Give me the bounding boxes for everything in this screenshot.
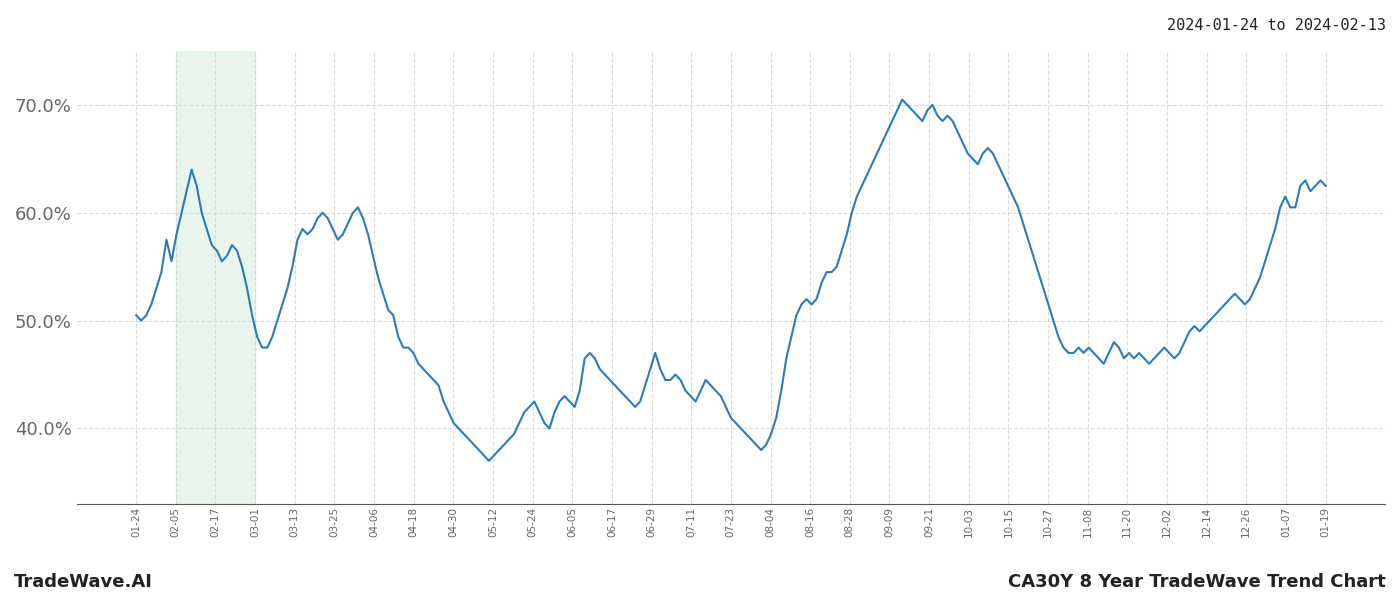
Bar	[176, 51, 255, 504]
Text: 2024-01-24 to 2024-02-13: 2024-01-24 to 2024-02-13	[1168, 18, 1386, 33]
Text: CA30Y 8 Year TradeWave Trend Chart: CA30Y 8 Year TradeWave Trend Chart	[1008, 573, 1386, 591]
Text: TradeWave.AI: TradeWave.AI	[14, 573, 153, 591]
